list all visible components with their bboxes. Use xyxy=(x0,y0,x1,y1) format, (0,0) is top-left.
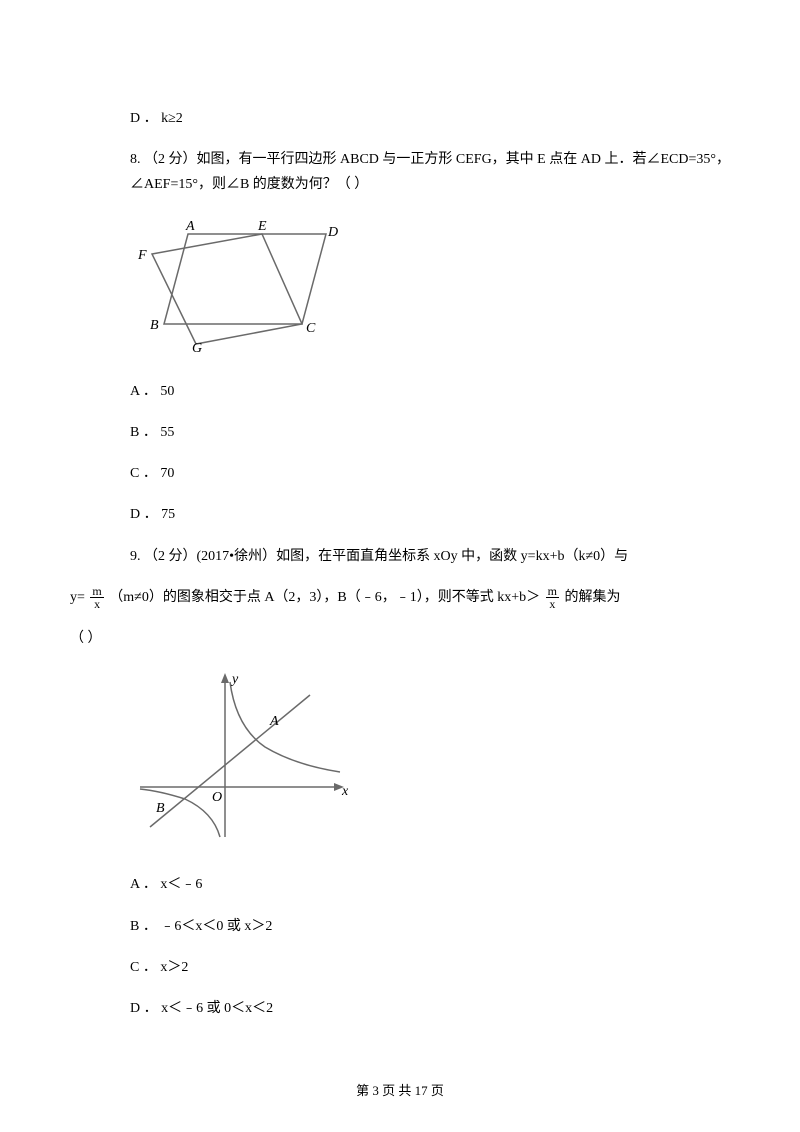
q9-label-o: O xyxy=(212,790,222,805)
q8-label-a: A xyxy=(185,219,195,234)
q9-text-line3: （ ） xyxy=(70,626,730,651)
q8-label-e: E xyxy=(257,219,267,234)
q8-label-f: F xyxy=(137,248,147,263)
q8-figure: A E D F B G C xyxy=(130,214,730,363)
q8-option-a: A ． 50 xyxy=(130,379,730,404)
q8-label-d: D xyxy=(327,225,338,240)
q8-label-b: B xyxy=(150,318,159,333)
q8-text: 8. （2 分）如图，有一平行四边形 ABCD 与一正方形 CEFG，其中 E … xyxy=(130,147,730,197)
q9-label-a: A xyxy=(269,714,279,729)
q9-option-d: D ． x＜﹣6 或 0＜x＜2 xyxy=(130,996,730,1021)
q9-option-b: B ． ﹣6＜x＜0 或 x＞2 xyxy=(130,914,730,939)
q9-text-line2: y= mx （m≠0）的图象相交于点 A（2，3），B（﹣6，﹣1），则不等式 … xyxy=(70,585,730,610)
q9-text: 9. （2 分）(2017•徐州）如图，在平面直角坐标系 xOy 中，函数 y=… xyxy=(130,544,730,569)
q8-label-g: G xyxy=(192,341,202,354)
q8-option-b: B ． 55 xyxy=(130,420,730,445)
q9-figure: y x A B O xyxy=(130,667,730,856)
q9-mid1: y= xyxy=(70,590,88,605)
q9-label-b: B xyxy=(156,801,165,816)
q8-label-c: C xyxy=(306,321,316,336)
q9-mid3: 的解集为 xyxy=(561,590,621,605)
q8-option-c: C ． 70 xyxy=(130,461,730,486)
q9-prefix: 9. （2 分）(2017•徐州）如图，在平面直角坐标系 xOy 中，函数 y=… xyxy=(130,549,628,564)
q9-option-a: A ． x＜﹣6 xyxy=(130,872,730,897)
q9-label-x: x xyxy=(341,784,349,799)
q7-option-d: D ． k≥2 xyxy=(130,106,730,131)
q9-label-y: y xyxy=(230,672,239,687)
page-footer: 第 3 页 共 17 页 xyxy=(0,1079,800,1102)
q9-frac2: mx xyxy=(546,585,559,610)
q9-option-c: C ． x＞2 xyxy=(130,955,730,980)
q9-frac1: mx xyxy=(90,585,103,610)
q9-mid2: （m≠0）的图象相交于点 A（2，3），B（﹣6，﹣1），则不等式 kx+b＞ xyxy=(106,590,544,605)
q8-option-d: D ． 75 xyxy=(130,502,730,527)
